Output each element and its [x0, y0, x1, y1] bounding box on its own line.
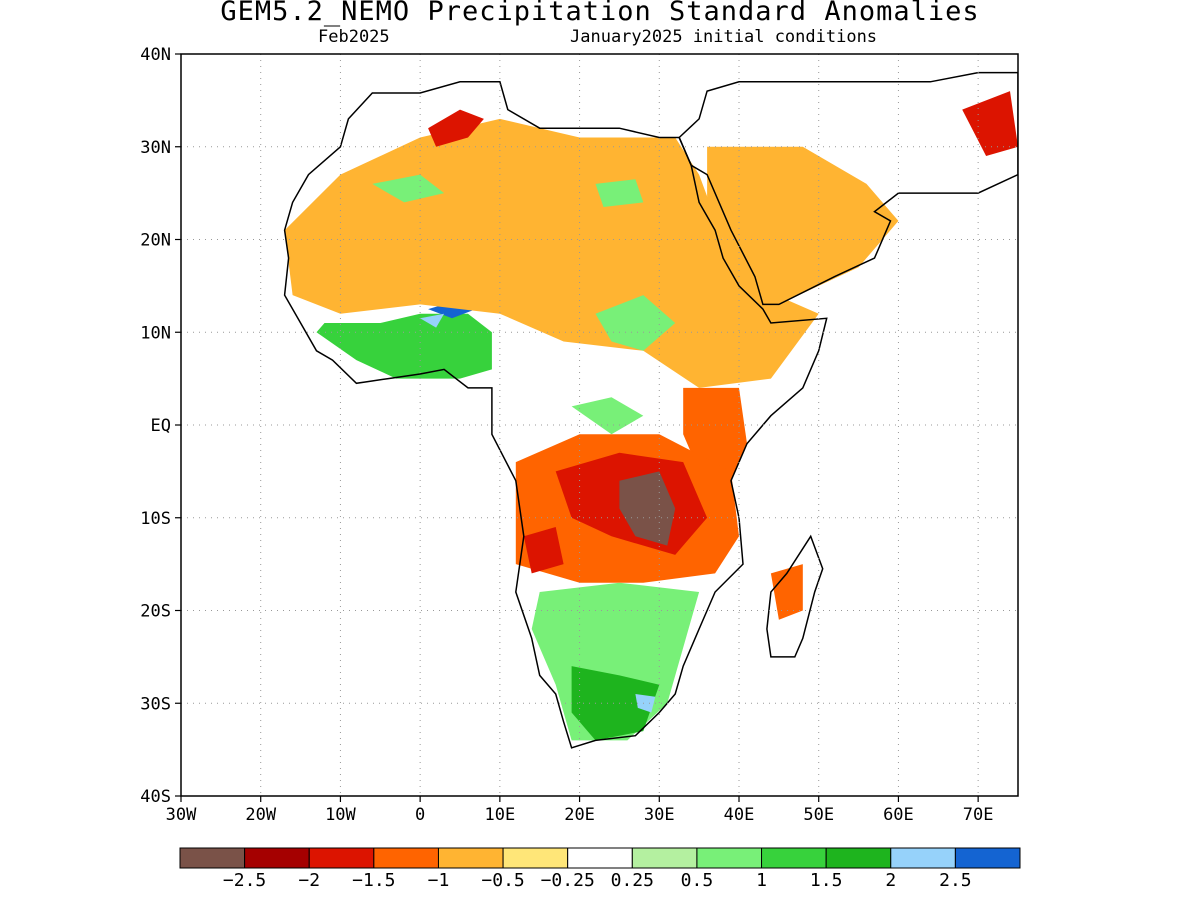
grid-lines — [180, 53, 1018, 797]
colorbar-swatch — [179, 847, 246, 869]
colorbar-swatch — [890, 847, 956, 869]
colorbar-swatch — [761, 847, 827, 869]
lon-tick-label: 60E — [883, 805, 914, 825]
lat-tick-label: 40N — [140, 45, 171, 65]
anomaly-middle-east-strong-dry — [962, 91, 1018, 156]
anomaly-zambia-extreme-dry — [619, 471, 676, 546]
colorbar-label: −2 — [298, 870, 320, 891]
initial-conditions-label: January2025 initial conditions — [570, 27, 878, 47]
anomaly-central-sahara-wet — [372, 174, 445, 203]
colorbar-swatch — [373, 847, 439, 869]
colorbar-swatch — [244, 847, 310, 869]
colorbar-label: −1 — [428, 870, 450, 891]
lon-tick-label: 10W — [325, 805, 356, 825]
colorbar-label: 1.5 — [810, 870, 843, 891]
africa-coastline — [283, 81, 828, 749]
lon-tick-label: 30E — [644, 805, 675, 825]
colorbar-label: −0.5 — [481, 870, 524, 891]
lon-tick-label: 30W — [166, 805, 197, 825]
lat-tick-label: 10S — [140, 509, 171, 529]
colorbar-label: 0.5 — [681, 870, 714, 891]
anomaly-arabia-dry — [707, 146, 899, 305]
colorbar-swatch — [825, 847, 892, 869]
anomaly-south-africa-very-wet — [571, 666, 660, 741]
anomaly-egypt-wet — [595, 179, 644, 207]
colorbar-label: −1.5 — [352, 870, 395, 891]
lon-tick-label: 0 — [415, 805, 425, 825]
colorbar-label: 2.5 — [939, 870, 972, 891]
colorbar-swatch — [502, 847, 569, 869]
colorbar-label: −2.5 — [223, 870, 266, 891]
anomaly-nigeria-wet-blue — [420, 313, 445, 328]
lon-tick-label: 10E — [484, 805, 515, 825]
madagascar-coastline — [766, 534, 824, 658]
lat-tick-label: 20S — [140, 602, 171, 622]
colorbar-swatch — [567, 847, 633, 869]
forecast-month: Feb2025 — [318, 27, 390, 47]
lat-tick-label: 40S — [140, 787, 171, 807]
anomaly-madagascar-dry — [770, 564, 803, 620]
lat-tick-label: EQ — [151, 416, 171, 436]
colorbar-swatch — [696, 847, 763, 869]
lon-tick-label: 20E — [564, 805, 595, 825]
anomaly-layer — [284, 91, 1018, 741]
colorbar-swatch — [954, 847, 1021, 869]
lon-tick-label: 50E — [803, 805, 834, 825]
colorbar-swatch — [631, 847, 698, 869]
lat-tick-label: 30S — [140, 694, 171, 714]
lat-tick-label: 30N — [140, 138, 171, 158]
colorbar-swatch — [308, 847, 375, 869]
colorbar-label: 1 — [756, 870, 767, 891]
lat-tick-label: 20N — [140, 231, 171, 251]
lon-tick-label: 40E — [724, 805, 755, 825]
colorbar-swatch — [437, 847, 504, 869]
chart-title: GEM5.2_NEMO Precipitation Standard Anoma… — [220, 0, 980, 27]
anomaly-angola-strong-dry — [523, 527, 564, 574]
arabia-coastline — [678, 71, 1018, 306]
anomaly-lesotho-wet-blue — [635, 694, 656, 713]
lon-tick-label: 20W — [245, 805, 276, 825]
lon-tick-label: 70E — [963, 805, 994, 825]
colorbar-label: −0.25 — [541, 870, 595, 891]
coastline-layer — [283, 71, 1018, 749]
colorbar-label: 0.25 — [611, 870, 654, 891]
anomaly-algeria-strong-dry — [428, 109, 484, 147]
colorbar: −2.5 −2 −1.5 −1 −0.5 −0.25 0.25 0.5 1 1.5 2 2.5 — [179, 847, 1021, 891]
colorbar-label: 2 — [885, 870, 896, 891]
anomaly-sudan-wet — [595, 295, 676, 351]
lat-tick-label: 10N — [140, 323, 171, 343]
anomaly-west-africa-wet — [316, 313, 492, 379]
